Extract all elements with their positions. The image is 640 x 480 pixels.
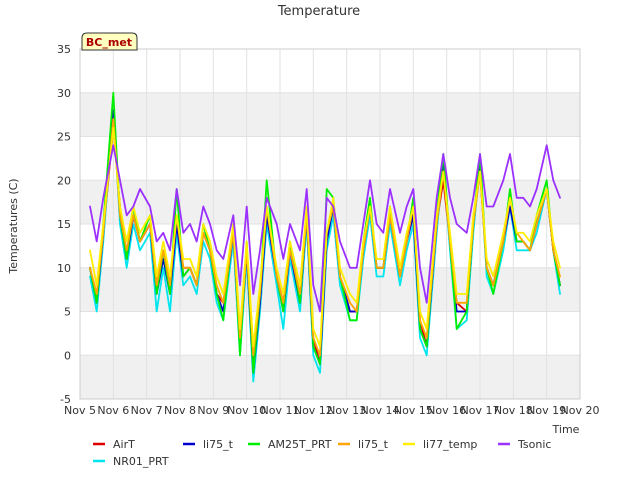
legend-label: Tsonic (517, 438, 551, 451)
x-tick-label: Nov 12 (294, 404, 333, 417)
series-line-5 (89, 126, 561, 348)
x-tick-label: Nov 8 (164, 404, 196, 417)
y-tick-label: -5 (60, 393, 71, 406)
band (80, 49, 580, 93)
y-tick-label: 0 (64, 349, 71, 362)
x-tick-label: Nov 13 (327, 404, 366, 417)
x-tick-label: Nov 20 (561, 404, 600, 417)
y-axis-label: Temperatures (C) (7, 178, 20, 274)
y-tick-label: 20 (57, 174, 71, 187)
x-tick-label: Nov 16 (427, 404, 466, 417)
y-tick-label: 30 (57, 87, 71, 100)
band (80, 355, 580, 399)
series-line-6 (89, 144, 561, 313)
annotation-box: BC_met (81, 32, 138, 51)
legend-label: NR01_PRT (113, 455, 169, 468)
legend: AirT li75_t AM25T_PRT li75_t li77_temp Tsonic… (93, 438, 551, 468)
plot-frame (79, 48, 581, 400)
y-tick-label: 10 (57, 262, 71, 275)
legend-label: AirT (113, 438, 135, 451)
y-tick-label: 25 (57, 131, 71, 144)
x-tick-label: Nov 15 (394, 404, 433, 417)
band (80, 92, 580, 137)
y-axis-ticks: -5 0 5 10 15 20 25 30 35 (57, 43, 71, 406)
x-tick-label: Nov 5 (64, 404, 96, 417)
y-tick-label: 5 (64, 306, 71, 319)
x-tick-label: Nov 10 (227, 404, 266, 417)
annotation-label: BC_met (86, 36, 132, 49)
x-tick-label: Nov 14 (361, 404, 400, 417)
x-tick-label: Nov 19 (527, 404, 566, 417)
legend-label: li77_temp (423, 438, 477, 451)
x-tick-label: Nov 18 (494, 404, 533, 417)
band (80, 311, 580, 356)
y-tick-label: 35 (57, 43, 71, 56)
chart-title: Temperature (277, 4, 360, 19)
x-tick-label: Nov 7 (131, 404, 163, 417)
x-tick-label: Nov 11 (261, 404, 300, 417)
legend-label: AM25T_PRT (268, 438, 332, 451)
x-axis-label: Time (552, 423, 580, 436)
x-tick-label: Nov 6 (97, 404, 129, 417)
series-layer (89, 91, 561, 383)
legend-label: li75_t (203, 438, 234, 451)
band (80, 136, 580, 181)
x-tick-label: Nov 17 (461, 404, 500, 417)
x-tick-label: Nov 9 (197, 404, 229, 417)
legend-label: li75_t (358, 438, 389, 451)
y-tick-label: 15 (57, 218, 71, 231)
